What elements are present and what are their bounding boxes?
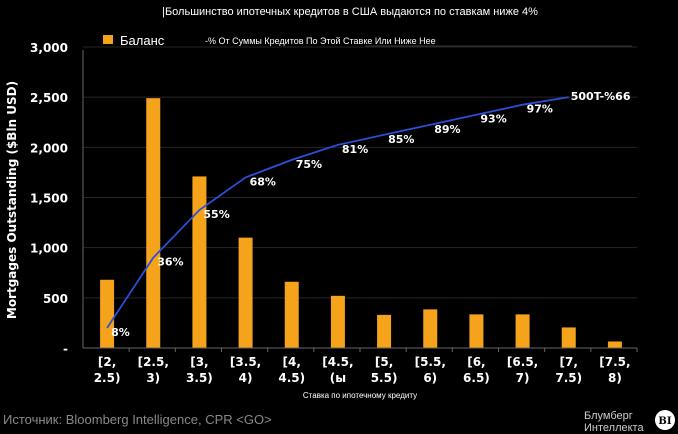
- x-tick-label: 6): [423, 371, 437, 385]
- y-tick-label: 1,500: [30, 192, 68, 206]
- bi-logo-text: BI: [658, 416, 671, 427]
- x-tick-label: 5.5): [371, 371, 398, 385]
- point-label: 500T-%66: [571, 90, 631, 103]
- x-tick-label: [3.5,: [230, 355, 261, 369]
- x-axis-label: Ставка по ипотечному кредиту: [303, 391, 417, 400]
- x-tick-label: [2,: [98, 355, 116, 369]
- x-tick-label: [6,: [467, 355, 485, 369]
- bar: [100, 279, 115, 348]
- point-label: 85%: [388, 133, 414, 146]
- x-tick-label: 3): [146, 371, 160, 385]
- x-tick-label: 4): [239, 371, 253, 385]
- x-tick-label: 8): [608, 371, 622, 385]
- x-tick-label: 4.5): [278, 371, 305, 385]
- legend-swatch-balance: [103, 35, 113, 44]
- x-tick-label: 3.5): [186, 371, 213, 385]
- point-label: 8%: [111, 326, 130, 339]
- bar: [469, 314, 484, 348]
- legend-label-cumulative: -% От Суммы Кредитов По Этой Ставке Или …: [205, 36, 436, 46]
- bar: [146, 98, 161, 348]
- brand-line2: Интеллекта: [584, 422, 644, 434]
- bar: [192, 176, 207, 348]
- y-axis-label: Mortgages Outstanding ($Bln USD): [5, 81, 19, 319]
- bar: [377, 314, 392, 348]
- point-label: 89%: [434, 123, 460, 136]
- bar: [607, 341, 622, 348]
- source-note: Источник: Bloomberg Intelligence, CPR <G…: [3, 412, 272, 427]
- x-tick-label: [7.5,: [599, 355, 630, 369]
- bar: [423, 309, 438, 348]
- point-label: 36%: [157, 256, 183, 269]
- x-tick-label: 2.5): [94, 371, 121, 385]
- x-tick-label: 7): [516, 371, 530, 385]
- chart-title: |Большинство ипотечных кредитов в США вы…: [162, 6, 538, 18]
- y-tick-label: 1,000: [30, 242, 68, 256]
- x-tick-label: 6.5): [463, 371, 490, 385]
- x-tick-label: [2.5,: [138, 355, 169, 369]
- x-tick-label: [5.5,: [415, 355, 446, 369]
- point-label: 75%: [296, 158, 322, 171]
- brand-line1: Блумберг: [584, 410, 633, 422]
- bar: [238, 237, 253, 348]
- point-label: 81%: [342, 143, 368, 156]
- y-tick-label: 3,000: [30, 41, 68, 55]
- bar: [330, 295, 345, 348]
- bi-logo: [655, 410, 675, 430]
- y-tick-label: 2,500: [30, 91, 68, 105]
- x-tick-label: [3,: [190, 355, 208, 369]
- point-label: 55%: [203, 208, 229, 221]
- bar: [515, 314, 530, 348]
- x-tick-label: (ы: [330, 371, 346, 385]
- x-tick-label: [4.5,: [322, 355, 353, 369]
- x-tick-label: [6.5,: [507, 355, 538, 369]
- y-tick-label: -: [63, 342, 68, 356]
- legend: Баланс -% От Суммы Кредитов По Этой Став…: [103, 33, 436, 48]
- y-tick-label: 500: [43, 292, 68, 306]
- bar: [284, 281, 299, 348]
- point-label: 97%: [527, 103, 553, 116]
- x-tick-label: [7,: [560, 355, 578, 369]
- legend-label-balance: Баланс: [120, 33, 165, 48]
- cumulative-line: [106, 96, 569, 329]
- bar: [561, 327, 576, 348]
- y-tick-label: 2,000: [30, 141, 68, 155]
- x-tick-label: 7.5): [555, 371, 582, 385]
- point-label: 68%: [250, 175, 276, 188]
- x-tick-label: [4,: [283, 355, 301, 369]
- point-label: 93%: [480, 113, 506, 126]
- x-tick-label: [5,: [375, 355, 393, 369]
